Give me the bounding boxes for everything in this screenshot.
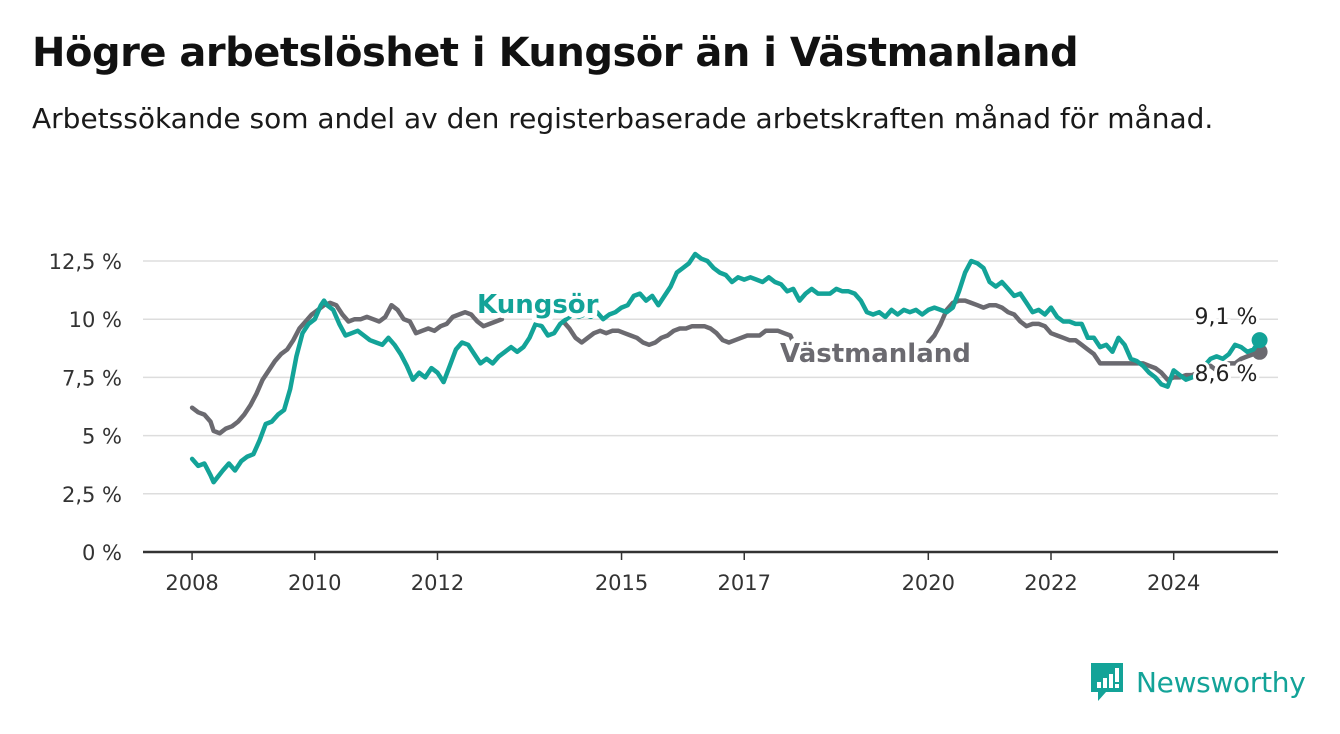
- newsworthy-logo-text: Newsworthy: [1136, 665, 1306, 699]
- y-tick-label: 0 %: [82, 541, 122, 565]
- x-tick-label: 2022: [1024, 571, 1077, 595]
- newsworthy-logo: Newsworthy: [1088, 660, 1306, 704]
- end-point-kungsor: [1251, 332, 1268, 349]
- chart-subtitle: Arbetssökande som andel av den registerb…: [32, 102, 1214, 135]
- x-tick-label: 2017: [718, 571, 771, 595]
- series-line-vastmanland: [189, 300, 505, 436]
- x-tick-label: 2012: [411, 571, 464, 595]
- y-tick-label: 12,5 %: [49, 250, 122, 274]
- x-tick-label: 2010: [288, 571, 341, 595]
- series-lines: [189, 251, 1268, 485]
- chart-title: Högre arbetslöshet i Kungsör än i Västma…: [32, 30, 1079, 76]
- grid-lines: [143, 260, 1278, 495]
- x-axis: 2008 2010 2012 2015 2017 2020 2022 2024: [143, 550, 1278, 595]
- end-label-vastmanland: 8,6 %: [1195, 362, 1258, 387]
- line-chart: 0 %2,5 %5 %7,5 %10 %12,5 % 2008 2010 2012 2…: [49, 250, 1278, 595]
- x-tick-label: 2008: [165, 571, 218, 595]
- end-label-kungsor: 9,1 %: [1195, 305, 1258, 330]
- series-label-kungsor: Kungsör: [477, 290, 599, 320]
- y-tick-label: 10 %: [69, 308, 122, 332]
- x-tick-label: 2020: [902, 571, 955, 595]
- x-tick-label: 2024: [1147, 571, 1200, 595]
- series-labels: Kungsör Västmanland 9,1 % 8,6 %: [472, 285, 1260, 390]
- y-tick-label: 7,5 %: [62, 366, 122, 390]
- series-line-vastmanland: [561, 319, 802, 348]
- newsworthy-logo-icon: [1091, 663, 1123, 701]
- y-axis-ticks: 0 % 2,5 % 5 % 7,5 % 10 % 12,5 %: [49, 250, 122, 565]
- series-line-kungsor: [189, 251, 1262, 485]
- series-label-vastmanland: Västmanland: [780, 339, 971, 369]
- y-tick-label: 2,5 %: [62, 483, 122, 507]
- y-tick-label: 5 %: [82, 425, 122, 449]
- x-tick-label: 2015: [595, 571, 648, 595]
